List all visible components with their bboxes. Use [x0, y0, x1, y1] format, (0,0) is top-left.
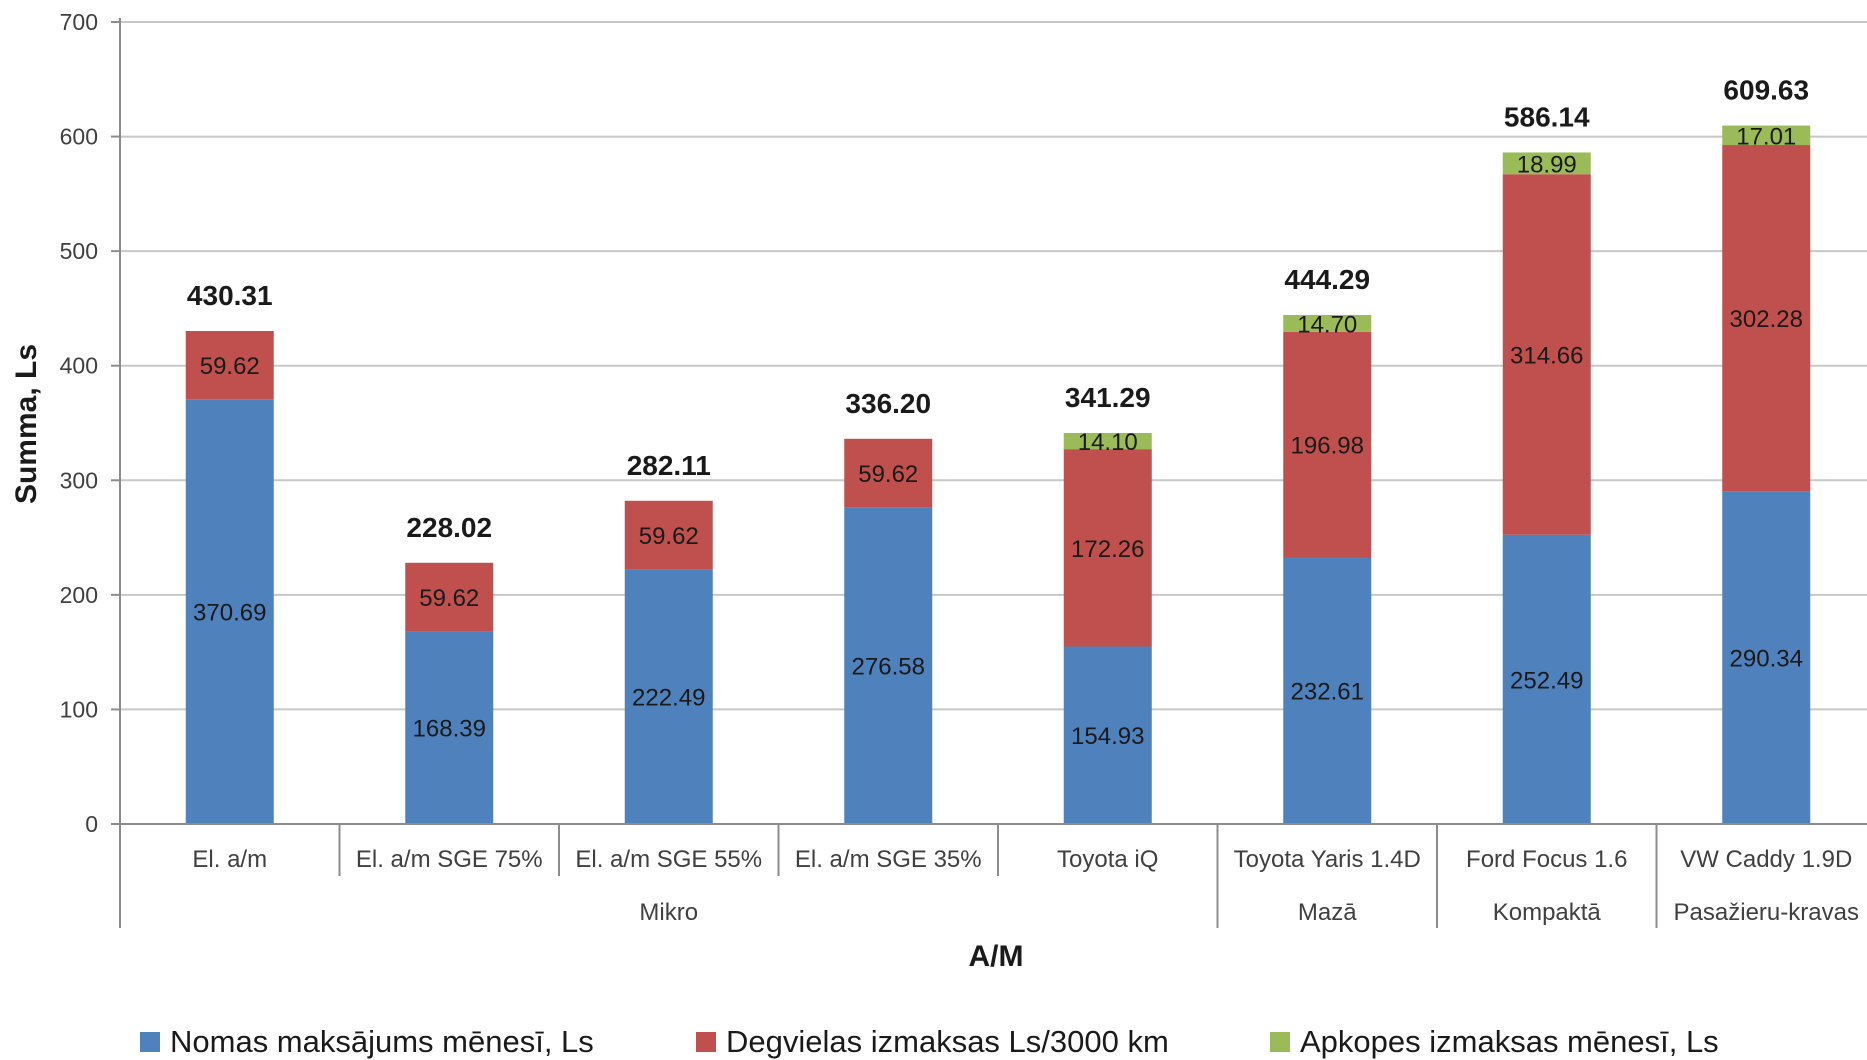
total-label: 336.20 [845, 388, 931, 419]
x-group-label: Pasažieru-kravas [1674, 899, 1859, 926]
bar-segment [844, 438, 933, 508]
bar-segment [405, 562, 494, 632]
bar-segment [1283, 331, 1372, 558]
data-label: 172.26 [1071, 536, 1144, 563]
y-axis-title: Summa, Ls [10, 344, 43, 504]
x-category-label: Ford Focus 1.6 [1466, 846, 1627, 873]
bar-segment [1722, 125, 1811, 146]
bar-segment [185, 330, 274, 400]
bars: 370.69 59.62 430.31 168.39 59.62 228.02 222.49… [185, 75, 1811, 824]
data-label: 59.62 [639, 523, 699, 550]
x-category-label: El. a/m SGE 35% [795, 846, 982, 873]
total-label: 228.02 [406, 512, 492, 543]
bar-segment [1722, 145, 1811, 492]
x-category-label: Toyota Yaris 1.4D [1234, 846, 1421, 873]
x-category-label: El. a/m SGE 75% [356, 846, 543, 873]
bar-segment [1063, 646, 1152, 824]
data-label: 14.70 [1297, 311, 1357, 338]
data-label: 222.49 [632, 685, 705, 712]
y-tick-label: 0 [85, 811, 98, 837]
x-group-label: Mikro [639, 899, 698, 926]
data-label: 168.39 [413, 716, 486, 743]
legend-swatch [140, 1032, 160, 1052]
data-label: 302.28 [1730, 306, 1803, 333]
bar-segment [1063, 432, 1152, 450]
data-label: 252.49 [1510, 667, 1583, 694]
legend-swatch [696, 1032, 716, 1052]
legend-swatch [1270, 1032, 1290, 1052]
x-axis-title: A/M [969, 940, 1024, 973]
y-tick-label: 100 [60, 696, 98, 722]
data-label: 196.98 [1291, 433, 1364, 460]
data-label: 59.62 [858, 461, 918, 488]
legend: Nomas maksājums mēnesī, Ls Degvielas izma… [140, 1024, 1719, 1059]
bar-segment [624, 569, 713, 824]
legend-entry: Nomas maksājums mēnesī, Ls [170, 1024, 594, 1059]
bar-segment [1502, 152, 1591, 175]
data-label: 290.34 [1730, 646, 1803, 673]
y-tick-label: 200 [60, 582, 98, 608]
total-label: 586.14 [1504, 101, 1590, 132]
bar-segment [844, 507, 933, 824]
data-label: 17.01 [1736, 123, 1796, 150]
legend-entry: Apkopes izmaksas mēnesī, Ls [1300, 1024, 1719, 1059]
gridlines [120, 21, 1867, 711]
y-tick-label: 600 [60, 124, 98, 150]
total-label: 282.11 [627, 450, 711, 481]
bar-segment [185, 399, 274, 824]
data-label: 59.62 [419, 585, 479, 612]
legend-entry: Degvielas izmaksas Ls/3000 km [726, 1024, 1169, 1059]
total-label: 444.29 [1284, 264, 1370, 295]
axes: 0 100 200 300 400 500 600 700 El. a/m El. a/m SGE… [60, 9, 1867, 928]
x-category-label: El. a/m [192, 846, 267, 873]
bar-segment [1283, 314, 1372, 332]
bar-segment [1063, 449, 1152, 647]
x-category-label: El. a/m SGE 55% [575, 846, 762, 873]
bar-segment [624, 500, 713, 570]
x-group-label: Kompaktā [1493, 899, 1602, 926]
data-label: 14.10 [1078, 429, 1138, 456]
data-label: 154.93 [1071, 723, 1144, 750]
bar-segment [405, 631, 494, 824]
y-tick-label: 500 [60, 238, 98, 264]
y-tick-label: 400 [60, 353, 98, 379]
data-label: 18.99 [1517, 151, 1577, 178]
y-tick-label: 300 [60, 467, 98, 493]
x-group-label: Mazā [1298, 899, 1357, 926]
total-label: 609.63 [1723, 75, 1809, 106]
total-label: 430.31 [187, 280, 273, 311]
y-tick-label: 700 [60, 9, 98, 35]
data-label: 276.58 [852, 654, 925, 681]
bar-segment [1502, 174, 1591, 535]
x-category-label: VW Caddy 1.9D [1680, 846, 1852, 873]
total-label: 341.29 [1065, 382, 1151, 413]
bar-segment [1722, 491, 1811, 824]
data-label: 232.61 [1291, 679, 1364, 706]
data-label: 314.66 [1510, 342, 1583, 369]
bar-segment [1283, 557, 1372, 824]
bar-segment [1502, 534, 1591, 824]
data-label: 59.62 [200, 353, 260, 380]
x-category-label: Toyota iQ [1057, 846, 1158, 873]
data-label: 370.69 [193, 600, 266, 627]
